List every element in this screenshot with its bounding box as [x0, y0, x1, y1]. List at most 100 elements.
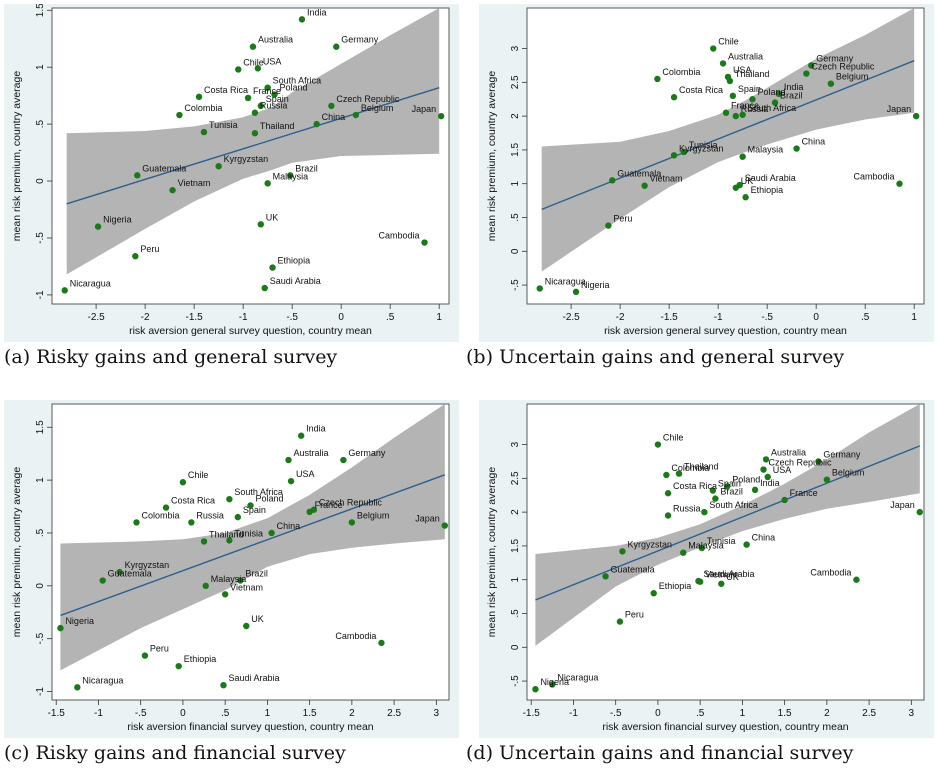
- point-label: Brazil: [780, 91, 803, 101]
- y-tick-label: 2: [510, 509, 521, 515]
- y-tick-label: -.5: [35, 232, 46, 244]
- y-tick-label: -1: [35, 687, 46, 696]
- x-tick-label: 0: [338, 312, 344, 323]
- confidence-band: [60, 404, 445, 671]
- point-label: Peru: [613, 214, 632, 224]
- x-axis-label: risk aversion general survey question, c…: [604, 325, 847, 337]
- point-label: Australia: [728, 51, 763, 61]
- point-label: Australia: [294, 448, 329, 458]
- x-tick-label: 1.5: [303, 708, 317, 719]
- data-point: [200, 128, 208, 136]
- point-label: Malaysia: [211, 574, 247, 584]
- data-point: [188, 519, 195, 526]
- point-label: Ethiopia: [278, 256, 311, 266]
- data-point: [803, 70, 810, 77]
- point-label: Colombia: [184, 103, 222, 113]
- data-point: [251, 130, 259, 137]
- data-point: [237, 577, 244, 584]
- data-point: [116, 568, 123, 576]
- y-tick-label: 1.5: [35, 4, 46, 17]
- y-tick-label: -.5: [510, 279, 521, 291]
- point-label: Belgium: [832, 468, 865, 478]
- data-point: [352, 111, 360, 119]
- point-label: Colombia: [141, 510, 179, 520]
- data-point: [664, 490, 672, 497]
- point-label: Guatemala: [108, 569, 152, 579]
- point-label: UK: [741, 176, 754, 186]
- data-point: [328, 102, 335, 110]
- data-point: [916, 508, 923, 516]
- data-point: [74, 684, 81, 691]
- data-point: [141, 652, 149, 659]
- point-label: Australia: [258, 35, 293, 45]
- panel-a: India Germany Australia USA Chile South Afric…: [4, 4, 459, 342]
- point-label: Japan: [415, 514, 440, 524]
- point-label: Czech Republic: [769, 458, 833, 468]
- data-point: [162, 504, 170, 511]
- data-point: [751, 486, 759, 494]
- data-point: [134, 172, 141, 179]
- point-label: Cambodia: [810, 568, 851, 578]
- data-point: [739, 111, 746, 118]
- point-label: India: [760, 478, 780, 488]
- point-label: India: [307, 7, 327, 17]
- data-point: [709, 487, 717, 494]
- point-label: Czech Republic: [811, 62, 875, 72]
- point-label: Thailand: [735, 69, 770, 79]
- data-point: [226, 537, 233, 544]
- data-point: [670, 94, 678, 101]
- point-label: UK: [726, 572, 739, 582]
- point-label: Belgium: [836, 72, 869, 82]
- data-point: [710, 45, 717, 52]
- point-label: Germany: [341, 35, 379, 45]
- data-point: [215, 163, 222, 170]
- point-label: Japan: [887, 104, 912, 114]
- point-label: Malaysia: [273, 171, 309, 181]
- y-axis-label: mean risk premium, country average: [486, 467, 498, 638]
- data-point: [739, 153, 746, 160]
- point-label: Kyrgyzstan: [627, 539, 672, 549]
- point-label: India: [784, 82, 804, 92]
- data-point: [251, 109, 259, 116]
- confidence-band: [535, 404, 920, 646]
- x-tick-label: -.5: [761, 312, 773, 323]
- data-point: [202, 582, 209, 590]
- data-point: [781, 496, 788, 504]
- point-label: Costa Rica: [679, 85, 723, 95]
- panel-b: Chile Germany Australia Colombia Czech Repub…: [479, 4, 934, 342]
- data-point: [348, 519, 356, 526]
- point-label: Chile: [188, 470, 209, 480]
- data-point: [243, 622, 250, 630]
- data-point: [247, 502, 254, 509]
- y-tick-label: 1.5: [510, 143, 521, 157]
- y-tick-label: 1: [35, 477, 46, 483]
- point-label: South Africa: [234, 487, 283, 497]
- data-point: [664, 512, 672, 519]
- point-label: Japan: [412, 104, 437, 114]
- data-point: [176, 111, 183, 119]
- y-tick-label: 1: [35, 64, 46, 70]
- point-label: Tunisia: [209, 120, 238, 130]
- point-label: Malaysia: [748, 145, 784, 155]
- y-tick-label: .5: [510, 213, 521, 222]
- point-label: Vietnam: [650, 174, 683, 184]
- point-label: Brazil: [245, 569, 268, 579]
- point-label: South Africa: [709, 500, 758, 510]
- data-point: [722, 109, 730, 116]
- point-label: USA: [733, 65, 752, 75]
- data-point: [743, 541, 750, 548]
- data-point: [641, 182, 648, 189]
- x-tick-label: -1.5: [523, 708, 541, 719]
- point-label: Guatemala: [142, 163, 186, 173]
- point-label: USA: [296, 469, 315, 479]
- x-tick-label: .5: [696, 708, 705, 719]
- point-label: Kyrgyzstan: [125, 560, 170, 570]
- data-point: [680, 549, 687, 556]
- point-label: Tunisia: [707, 536, 736, 546]
- y-tick-label: 2: [510, 113, 521, 119]
- x-tick-label: 1: [436, 312, 442, 323]
- x-tick-label: 3: [434, 708, 440, 719]
- point-label: Chile: [243, 57, 264, 67]
